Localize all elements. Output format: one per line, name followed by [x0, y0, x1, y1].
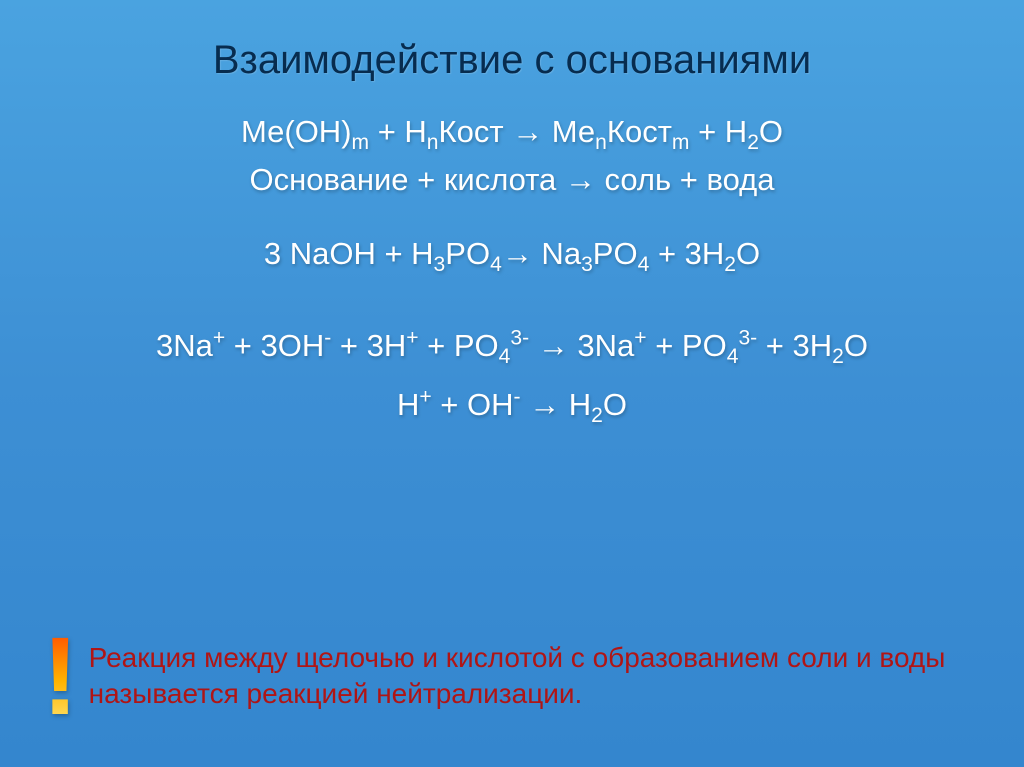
generic-formula-1: Ме(ОН)m + НnКост → МеnКостm + Н2О [60, 111, 964, 153]
equation-ionic-full: 3Na+ + 3OH- + 3H+ + PO43- → 3Na+ + PO43-… [60, 325, 964, 367]
spacer [60, 207, 964, 233]
slide-title: Взаимодействие с основаниями [60, 38, 964, 83]
slide: Взаимодействие с основаниями Ме(ОН)m + Н… [0, 0, 1024, 767]
spacer [60, 372, 964, 384]
generic-formula-2: Основание + кислота → соль + вода [60, 159, 964, 201]
exclamation-icon: ! [42, 630, 79, 724]
note-row: ! Реакция между щелочью и кислотой с обр… [60, 630, 964, 738]
note-text: Реакция между щелочью и кислотой с образ… [89, 640, 964, 712]
spacer [60, 281, 964, 325]
equation-ionic-short: H+ + OH- → H2O [60, 384, 964, 426]
equation-molecular: 3 NaOH + H3PO4→ Na3PO4 + 3H2O [60, 233, 964, 275]
